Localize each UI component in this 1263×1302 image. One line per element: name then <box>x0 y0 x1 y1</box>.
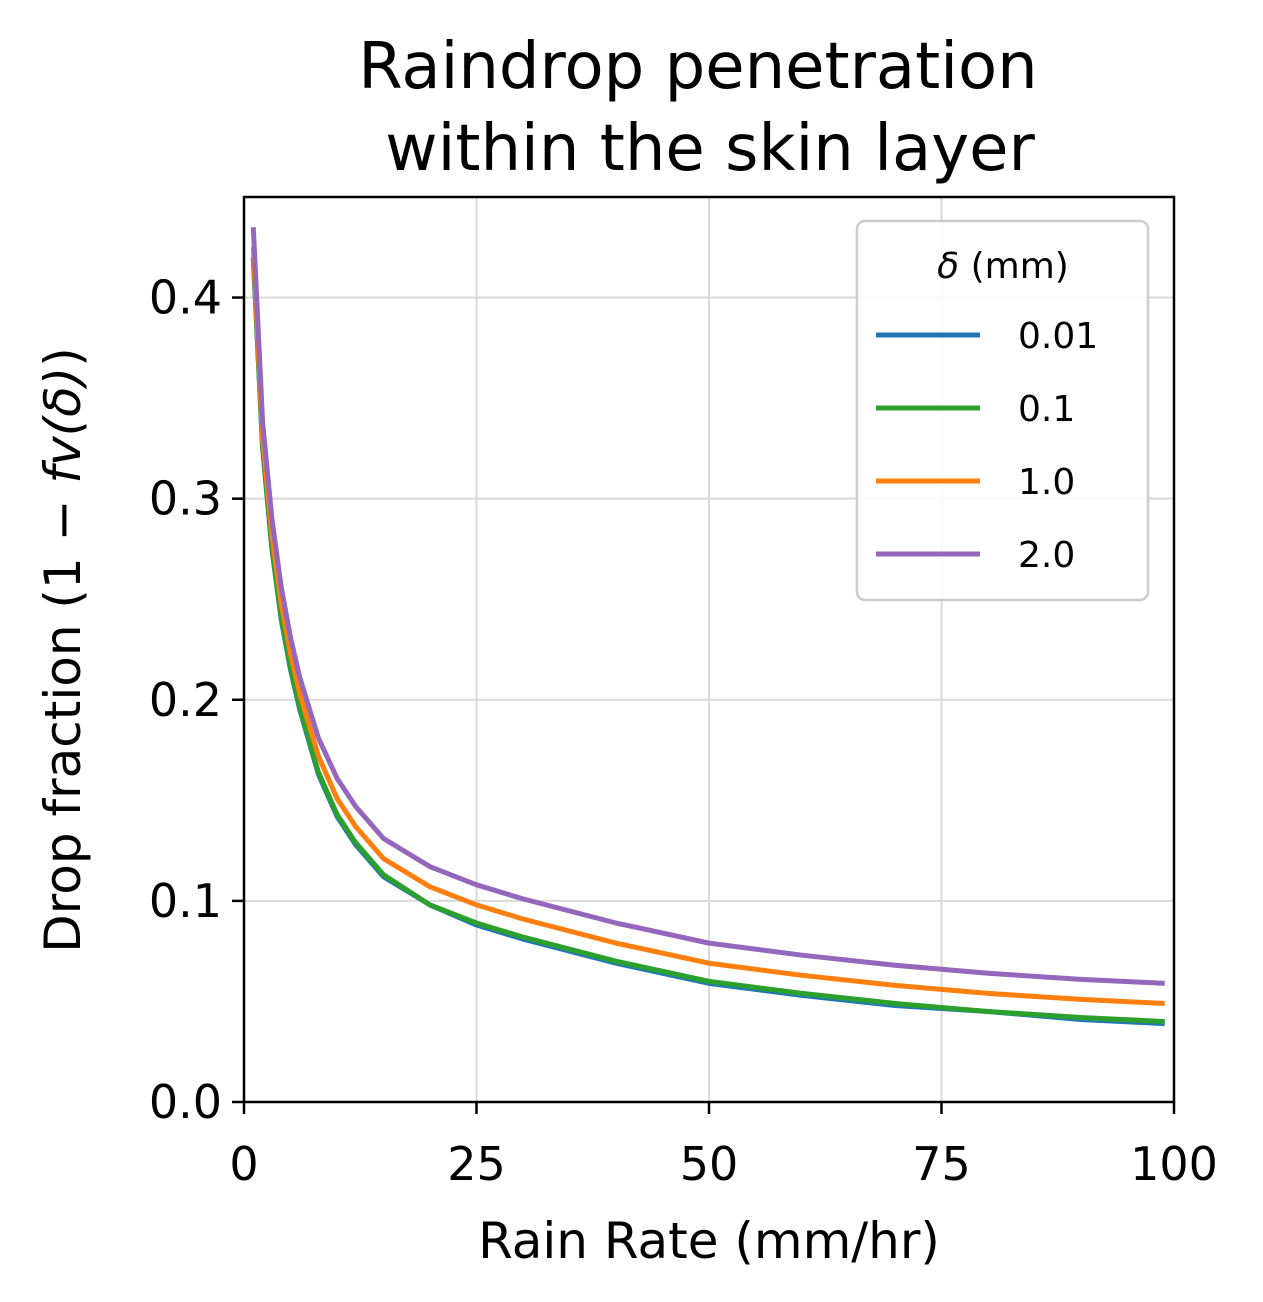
y-tick-label: 0.0 <box>149 1075 222 1129</box>
y-tick-label: 0.3 <box>149 472 222 526</box>
legend-entries: 0.01 0.1 1.0 2.0 <box>876 316 1098 576</box>
chart-title-line1: Raindrop penetration <box>358 30 1037 104</box>
x-tick-label: 100 <box>1130 1137 1218 1191</box>
legend: δ (mm) 0.01 0.1 1.0 2.0 <box>855 219 1150 602</box>
y-tick-label: 0.4 <box>149 271 222 325</box>
y-tick-label: 0.1 <box>149 874 222 928</box>
series-layer <box>250 227 1165 1027</box>
x-axis-ticks: 0 25 50 75 100 <box>229 1102 1218 1191</box>
x-tick-label: 0 <box>229 1137 258 1191</box>
series-line-1.0 <box>250 247 1165 1006</box>
y-axis-label: Drop fraction (1 − fv(δ)) <box>34 347 92 952</box>
y-axis-label-prefix: Drop fraction (1 − <box>34 484 92 953</box>
series-line-0.1 <box>250 257 1165 1025</box>
legend-title-italic: δ <box>937 246 959 287</box>
x-tick-label: 25 <box>447 1137 506 1191</box>
legend-label-2.0: 2.0 <box>1018 535 1075 576</box>
x-axis-label: Rain Rate (mm/hr) <box>478 1212 940 1270</box>
y-axis-label-italic: fv(δ) <box>34 367 92 484</box>
y-tick-label: 0.2 <box>149 673 222 727</box>
series-line-2.0 <box>250 227 1165 986</box>
y-axis-label-suffix: ) <box>34 347 92 367</box>
legend-title: δ (mm) <box>937 246 1069 287</box>
legend-box <box>855 219 1150 602</box>
x-tick-label: 75 <box>912 1137 971 1191</box>
legend-label-1.0: 1.0 <box>1018 462 1075 503</box>
y-axis-ticks: 0.0 0.1 0.2 0.3 0.4 <box>149 271 244 1129</box>
legend-label-0.1: 0.1 <box>1018 389 1075 430</box>
x-tick-label: 50 <box>680 1137 739 1191</box>
legend-title-rest: (mm) <box>959 246 1069 287</box>
legend-label-0.01: 0.01 <box>1018 316 1098 357</box>
chart-title-line2: within the skin layer <box>385 112 1035 186</box>
